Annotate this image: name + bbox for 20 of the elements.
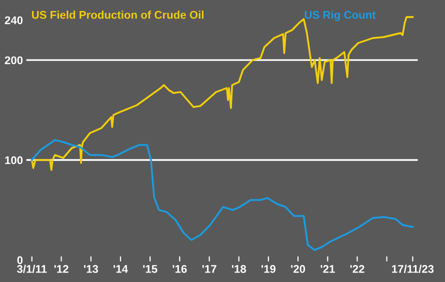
text: US Field Production of Crude Oil <box>32 10 204 19</box>
x-tick-label: 3/1/11 <box>17 264 47 274</box>
y-tick-label: 0 <box>17 256 23 264</box>
x-tick-label: 17/11/23 <box>392 264 434 274</box>
y-tick-label: 240 <box>4 16 23 24</box>
text: US Rig Count <box>304 10 376 22</box>
line-series <box>30 139 414 251</box>
x-tick-label: '16 <box>172 265 187 273</box>
x-tick-label: '17 <box>202 265 216 273</box>
y-tick-label: 200 <box>4 56 23 64</box>
x-tick-label: '20 <box>291 265 306 273</box>
x-tick-label: '22 <box>350 265 364 273</box>
x-tick-label: '18 <box>232 265 246 273</box>
x-tick-label: '12 <box>54 265 68 273</box>
x-tick-label: '14 <box>114 265 128 273</box>
x-tick-label: '19 <box>262 265 276 273</box>
x-tick-label: '13 <box>84 265 98 273</box>
x-tick-label: '15 <box>143 265 158 273</box>
y-tick-label: 100 <box>5 156 23 164</box>
x-tick-label: '21 <box>320 265 335 273</box>
